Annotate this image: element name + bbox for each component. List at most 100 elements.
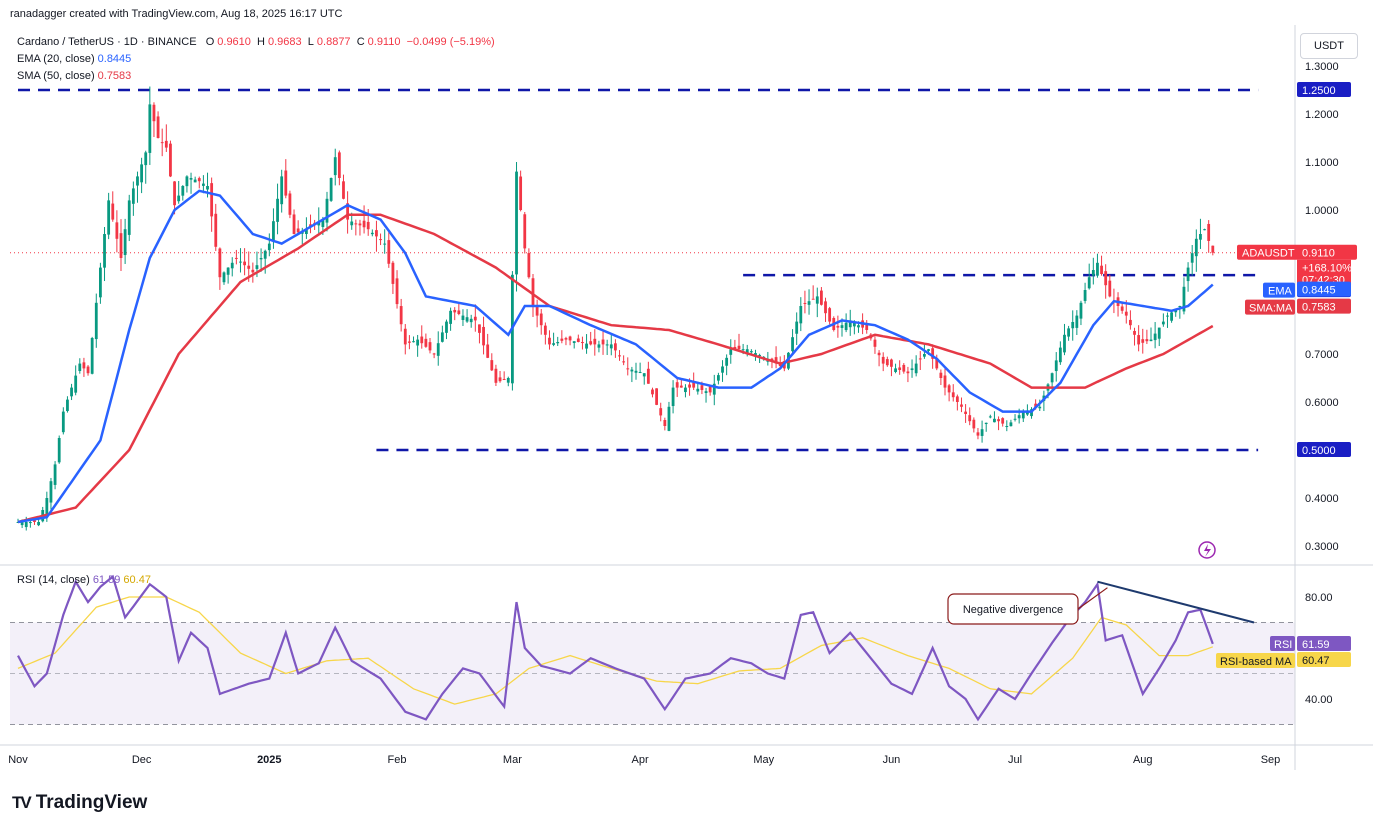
candle-body [337, 152, 341, 178]
candle-body [305, 229, 308, 235]
symbol-badge-bg [1237, 244, 1357, 260]
candle-body [263, 250, 267, 259]
candle-body [28, 522, 32, 524]
candle-body [902, 364, 906, 372]
time-tick-label: Jul [1008, 754, 1022, 766]
candle-body [980, 429, 984, 436]
currency-unit-button[interactable]: USDT [1300, 33, 1358, 59]
candle-body [1071, 322, 1075, 329]
support-badge: 0.5000 [1302, 445, 1336, 457]
rsi-value: 61.59 [92, 574, 121, 586]
candle-body [984, 422, 988, 425]
candle-body [997, 419, 1000, 422]
candle-body [881, 356, 885, 364]
candle-body [898, 367, 902, 370]
candle-body [729, 349, 733, 355]
candle-body [20, 522, 24, 526]
low-label: L [307, 36, 314, 48]
tradingview-logo-icon: TV [12, 793, 32, 812]
candle-body [197, 178, 201, 182]
candle-body [1013, 418, 1017, 420]
high-value: 0.9683 [268, 36, 302, 48]
chart-credit: ranadagger created with TradingView.com,… [10, 8, 343, 20]
candle-body [350, 221, 354, 226]
sma-tag-bg [1245, 299, 1295, 315]
sma-tag: SMA:MA [1249, 303, 1293, 315]
candle-body [379, 239, 382, 241]
candle-body [37, 522, 40, 526]
candle-body [972, 419, 976, 429]
rsi-trendline [1097, 580, 1255, 624]
lightning-icon[interactable] [1198, 541, 1216, 559]
rsi-value-badge-bg [1297, 635, 1351, 651]
candle-body [239, 261, 242, 263]
candle-body [712, 383, 716, 395]
candle-body [803, 302, 807, 304]
candle-body [1075, 315, 1079, 328]
candle-body [123, 229, 127, 256]
candle-body [189, 178, 193, 180]
candle-body [1161, 321, 1165, 325]
rsi-ma-value: 60.47 [123, 574, 151, 586]
candle-body [424, 338, 428, 347]
price-tick-label: 0.7000 [1305, 349, 1339, 361]
candle-body [103, 234, 106, 268]
candle-body [646, 368, 650, 384]
candle-body [877, 352, 881, 356]
candle-body [383, 243, 387, 245]
candle-body [490, 360, 494, 371]
candle-body [346, 203, 349, 220]
sma-label: SMA (50, close) [17, 70, 95, 82]
candle-body [1083, 290, 1087, 301]
candle-body [49, 481, 53, 503]
candle-body [630, 369, 634, 372]
candle-body [655, 388, 658, 405]
candle-body [78, 363, 82, 371]
candle-body [272, 221, 275, 241]
time-tick-label: Nov [8, 754, 28, 766]
sma-value-badge-bg [1297, 298, 1351, 314]
candle-body [1079, 302, 1083, 319]
candle-body [894, 368, 897, 372]
sma-value-badge: 0.7583 [1302, 302, 1336, 314]
candle-body [581, 342, 584, 344]
annotation-pointer [1077, 587, 1108, 610]
candle-body [1124, 311, 1128, 316]
candle-body [66, 399, 69, 412]
candle-body [181, 186, 185, 196]
candle-body [469, 318, 473, 323]
candle-body [1178, 306, 1182, 307]
candle-body [280, 176, 284, 205]
candle-body [202, 183, 205, 186]
candle-body [408, 341, 411, 343]
candle-body [531, 278, 535, 306]
candle-body [807, 301, 811, 305]
annotation-label: Negative divergence [963, 604, 1063, 616]
candle-body [156, 116, 160, 138]
rsi-ma-value-badge: 60.47 [1302, 655, 1330, 667]
candle-body [572, 341, 576, 343]
candle-body [86, 366, 90, 374]
candle-body [1129, 319, 1132, 326]
candle-body [535, 306, 539, 316]
candle-body [358, 223, 362, 226]
candle-body [267, 243, 271, 251]
candle-body [1133, 330, 1136, 335]
candle-body [1157, 327, 1161, 339]
candle-body [333, 157, 337, 176]
candle-body [74, 375, 78, 393]
candle-body [1120, 306, 1124, 311]
candle-body [968, 415, 972, 422]
candle-body [692, 381, 696, 388]
candle-body [288, 193, 292, 215]
candle-body [589, 341, 593, 345]
candle-body [375, 230, 378, 237]
candle-body [1186, 267, 1190, 282]
candle-body [585, 343, 588, 349]
candle-body [626, 368, 630, 370]
candle-body [57, 438, 61, 463]
candle-body [1087, 277, 1091, 289]
candle-body [1091, 270, 1095, 276]
candle-body [457, 310, 461, 314]
